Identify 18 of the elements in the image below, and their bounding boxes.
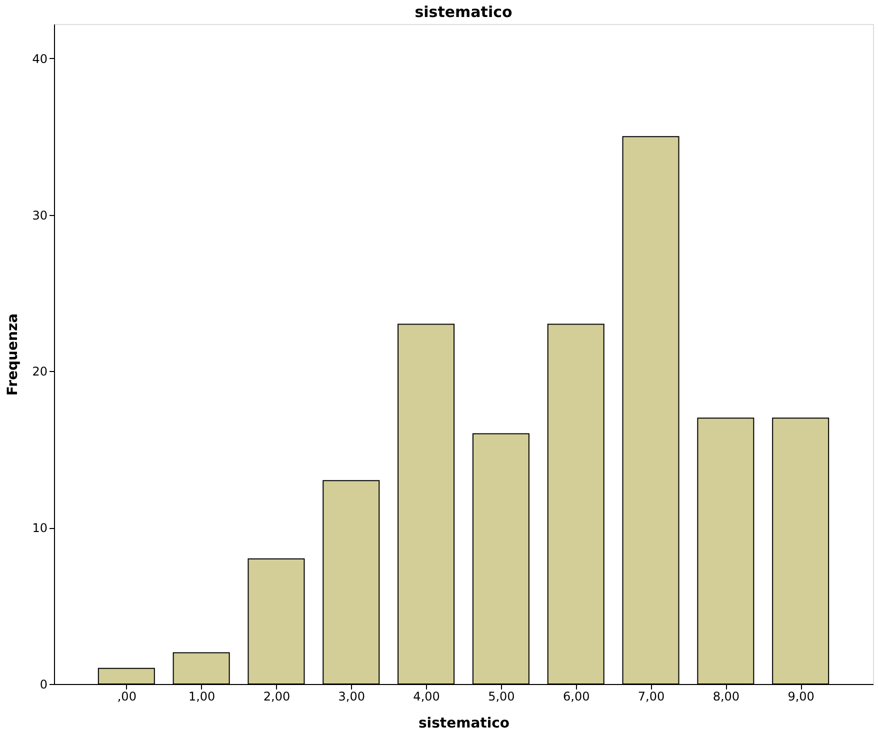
chart-title: sistematico <box>414 3 512 21</box>
x-tick-label: 6,00 <box>563 690 590 704</box>
x-tick-label: 8,00 <box>712 690 740 704</box>
x-tick-label: 1,00 <box>188 690 216 704</box>
y-tick-label: 0 <box>40 678 48 692</box>
y-axis-title: Frequenza <box>5 313 22 396</box>
x-tick-label: 3,00 <box>338 690 365 704</box>
y-tick-label: 40 <box>32 52 48 66</box>
x-tick-label: 5,00 <box>488 690 515 704</box>
x-tick-label: 7,00 <box>638 690 665 704</box>
y-tick-label: 30 <box>32 208 48 222</box>
y-tick-label: 10 <box>32 521 48 536</box>
x-axis-title: sistematico <box>418 716 510 732</box>
x-tick-label: 4,00 <box>413 690 440 704</box>
y-tick-label: 20 <box>32 364 48 379</box>
x-tick-label: 9,00 <box>788 690 814 704</box>
x-tick-label: ,00 <box>117 690 136 704</box>
x-tick-label: 2,00 <box>263 690 290 704</box>
